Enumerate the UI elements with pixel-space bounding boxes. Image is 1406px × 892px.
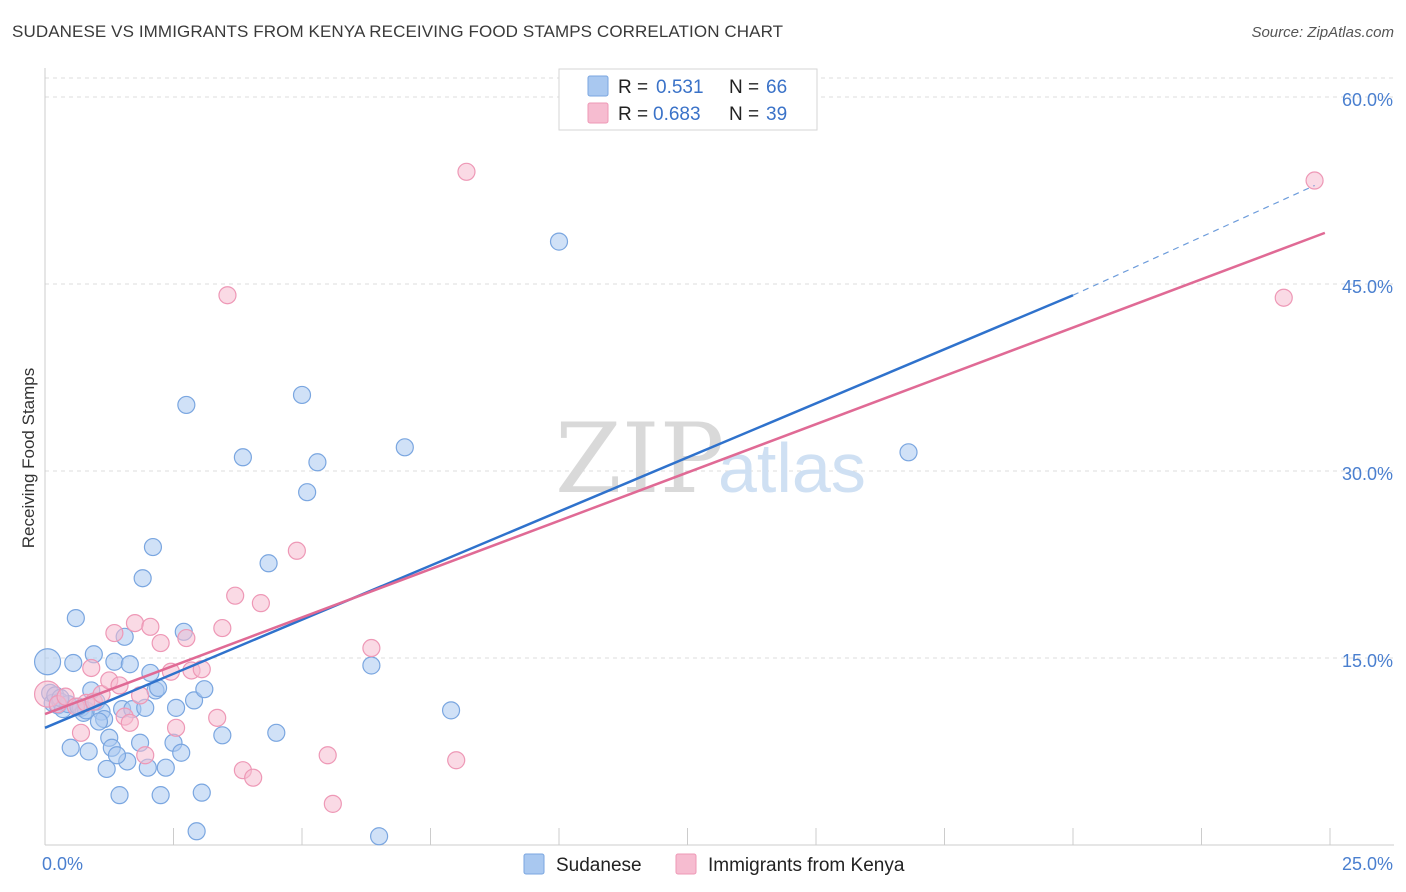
sudanese-point xyxy=(899,443,918,462)
sudanese-point xyxy=(156,758,175,777)
kenya-point xyxy=(362,638,381,658)
kenya-point xyxy=(151,633,170,653)
kenya-point xyxy=(318,746,337,765)
legend-swatch-kenya xyxy=(587,102,609,124)
series-kenya-points xyxy=(33,162,1324,813)
sudanese-point xyxy=(259,554,278,573)
kenya-trend-line xyxy=(44,231,1326,716)
kenya-point xyxy=(226,586,245,605)
sudanese-point xyxy=(177,395,196,415)
watermark-zip: ZIP xyxy=(555,403,724,515)
sudanese-point xyxy=(107,746,127,765)
legend-swatch-sudanese xyxy=(587,75,609,97)
sudanese-point xyxy=(133,569,152,588)
sudanese-point xyxy=(172,743,191,762)
kenya-point xyxy=(251,594,270,613)
chart-title: SUDANESE VS IMMIGRANTS FROM KENYA RECEIV… xyxy=(12,22,784,41)
sudanese-point xyxy=(61,738,80,757)
sudanese-point xyxy=(97,759,116,779)
kenya-point xyxy=(71,723,91,742)
legend-n-label-sudanese: N = xyxy=(729,77,759,98)
sudanese-point xyxy=(120,655,139,674)
sudanese-trend-extension xyxy=(1072,184,1315,296)
y-axis-label: Receiving Food Stamps xyxy=(19,368,38,548)
y-tick-label: 15.0% xyxy=(1342,651,1393,671)
kenya-point xyxy=(244,768,263,787)
correlation-legend: R = 0.531 N = 66 R = 0.683 N = 39 xyxy=(558,68,818,131)
sudanese-point xyxy=(292,385,312,405)
sudanese-point xyxy=(105,652,124,671)
bottom-legend-label-kenya: Immigrants from Kenya xyxy=(708,855,905,876)
sudanese-point xyxy=(441,701,461,720)
sudanese-point xyxy=(89,712,109,731)
sudanese-point xyxy=(184,691,204,710)
sudanese-point xyxy=(33,648,62,676)
kenya-point xyxy=(213,618,232,638)
bottom-legend-swatch-sudanese xyxy=(523,853,545,875)
kenya-point xyxy=(82,658,101,678)
axes: 15.0% 30.0% 45.0% 60.0% 0.0% 25.0% xyxy=(42,68,1394,874)
sudanese-point xyxy=(151,786,170,805)
sudanese-point xyxy=(192,783,211,802)
series-sudanese-points xyxy=(33,232,918,846)
sudanese-point xyxy=(166,698,186,717)
sudanese-point xyxy=(110,786,129,805)
sudanese-point xyxy=(187,822,206,841)
kenya-point xyxy=(136,746,155,765)
y-tick-label: 60.0% xyxy=(1342,90,1393,110)
legend-r-label-sudanese: R = xyxy=(618,77,648,98)
trend-lines xyxy=(44,184,1326,729)
legend-r-label-kenya: R = xyxy=(618,104,648,125)
sudanese-point xyxy=(549,232,569,251)
legend-r-value-kenya: 0.683 xyxy=(653,104,701,125)
legend-n-value-kenya: 39 xyxy=(766,104,787,125)
kenya-point xyxy=(1274,288,1293,307)
kenya-point xyxy=(141,617,160,636)
x-tick-label: 0.0% xyxy=(42,854,83,874)
kenya-point xyxy=(120,713,139,732)
sudanese-point xyxy=(66,609,85,628)
kenya-point xyxy=(177,628,196,648)
sudanese-trend-line xyxy=(44,294,1074,729)
sudanese-point xyxy=(370,827,389,846)
legend-n-label-kenya: N = xyxy=(729,104,759,125)
bottom-legend-label-sudanese: Sudanese xyxy=(556,855,642,876)
bottom-legend-swatch-kenya xyxy=(675,853,697,875)
sudanese-point xyxy=(213,726,232,745)
kenya-point xyxy=(447,751,466,770)
kenya-point xyxy=(125,613,145,633)
watermark-atlas: atlas xyxy=(718,429,866,507)
watermark: ZIP atlas xyxy=(555,403,866,515)
x-tick-label: 25.0% xyxy=(1342,854,1393,874)
sudanese-point xyxy=(233,448,252,467)
sudanese-point xyxy=(267,723,286,742)
kenya-point xyxy=(166,718,186,737)
sudanese-point xyxy=(143,537,163,557)
sudanese-point xyxy=(298,483,317,502)
series-legend: Sudanese Immigrants from Kenya xyxy=(523,853,905,876)
y-tick-label: 45.0% xyxy=(1342,277,1393,297)
grid-lines xyxy=(45,77,1394,659)
kenya-point xyxy=(218,286,237,305)
kenya-point xyxy=(1305,171,1324,190)
kenya-point xyxy=(323,794,342,813)
sudanese-point xyxy=(64,653,83,673)
sudanese-point xyxy=(308,453,327,472)
kenya-point xyxy=(457,162,476,181)
kenya-point xyxy=(208,708,227,727)
source-label: Source: ZipAtlas.com xyxy=(1251,24,1394,41)
kenya-point xyxy=(287,541,306,560)
sudanese-point xyxy=(79,742,98,761)
y-tick-label: 30.0% xyxy=(1342,464,1393,484)
sudanese-point xyxy=(362,656,381,675)
kenya-point xyxy=(105,623,124,643)
legend-n-value-sudanese: 66 xyxy=(766,77,787,98)
sudanese-point xyxy=(395,438,414,457)
legend-r-value-sudanese: 0.531 xyxy=(656,77,704,98)
sudanese-point xyxy=(195,680,214,699)
